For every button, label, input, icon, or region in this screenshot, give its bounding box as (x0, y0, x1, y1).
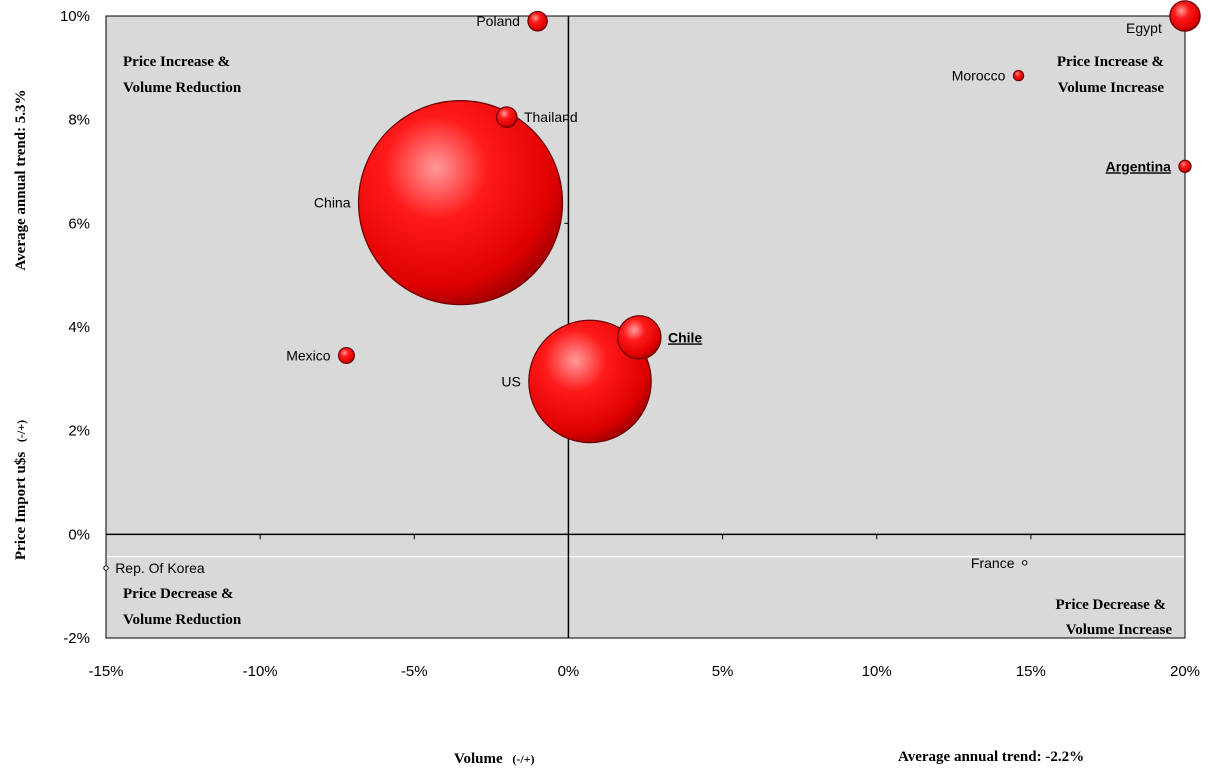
quadrant-label: Volume Increase (1066, 622, 1173, 638)
x-axis-title-text: Volume (454, 751, 503, 767)
y-tick-label: 4% (68, 319, 90, 336)
x-tick-label: 15% (1016, 663, 1046, 680)
y-tick-label: 2% (68, 423, 90, 440)
x-tick-label: 5% (712, 663, 734, 680)
bubble-argentina (1178, 159, 1192, 173)
point-label: China (314, 195, 351, 211)
bubble-egypt (1169, 0, 1201, 32)
point-label: Mexico (286, 348, 331, 364)
x-axis-title: Volume (-/+) (454, 751, 535, 767)
bubble-us (528, 319, 652, 444)
bubble-poland (527, 10, 548, 32)
point-label: Poland (476, 13, 520, 29)
quadrant-label: Volume Reduction (123, 80, 242, 96)
quadrant-bottom-right: Price Decrease & Volume Increase (1056, 597, 1173, 638)
x-axis-sign: (-/+) (512, 752, 534, 766)
y-tick-label: 6% (68, 215, 90, 232)
x-tick-label: 20% (1170, 663, 1200, 680)
y-axis-title: Average annual trend: 5.3% (13, 89, 29, 270)
y-tick-label: 10% (60, 8, 90, 25)
y-axis-title-text: Average annual trend: 5.3% (13, 89, 29, 270)
point-label: Rep. Of Korea (115, 560, 205, 576)
y-axis-subtitle-text: Price Import u$s (13, 452, 29, 560)
quadrant-label: Price Decrease & (123, 586, 234, 602)
y-axis-sign: (-/+) (14, 420, 28, 442)
bubble-chile (617, 315, 662, 360)
bubble-thailand (495, 106, 518, 128)
svg-text:Price Import u$s (-/+): Price Import u$s (-/+) (13, 420, 29, 560)
bubble-rep-of-korea (103, 565, 109, 571)
point-label: US (501, 373, 520, 389)
point-label: Thailand (524, 109, 578, 125)
point-label: Egypt (1126, 20, 1162, 36)
quadrant-top-left: Price Increase & Volume Reduction (123, 54, 242, 96)
quadrant-label: Volume Increase (1058, 80, 1165, 96)
x-tick-label: -15% (88, 663, 123, 680)
quadrant-label: Price Increase & (1057, 54, 1164, 70)
y-tick-label: 0% (68, 526, 90, 543)
bubble-china (357, 100, 564, 306)
bubbles (103, 0, 1201, 571)
quadrant-label: Price Increase & (123, 54, 230, 70)
x-tick-label: -5% (401, 663, 428, 680)
point-label: Argentina (1106, 158, 1172, 174)
x-tick-label: -10% (243, 663, 278, 680)
y-axis-subtitle: Price Import u$s (-/+) (13, 420, 29, 560)
x-trend-label: Average annual trend: -2.2% (898, 749, 1084, 765)
point-label: Morocco (952, 68, 1006, 84)
bubble-france (1021, 560, 1028, 566)
tick-labels: -15% -10% -5% 0% 5% 10% 15% 20% 10% 8% 6% 4% 2% 0% -2% (60, 8, 1200, 680)
y-tick-label: -2% (63, 630, 90, 647)
x-tick-label: 0% (558, 663, 580, 680)
quadrant-bottom-left: Price Decrease & Volume Reduction (123, 586, 242, 628)
point-labels: Poland Egypt Morocco Thailand Argentina China… (115, 13, 1171, 576)
quadrant-label: Price Decrease & (1056, 597, 1167, 613)
bubble-morocco (1012, 69, 1025, 82)
bubble-mexico (337, 347, 355, 365)
quadrant-label: Volume Reduction (123, 612, 242, 628)
y-tick-label: 8% (68, 112, 90, 129)
x-tick-label: 10% (862, 663, 892, 680)
quadrant-top-right: Price Increase & Volume Increase (1057, 54, 1165, 96)
point-label: Chile (668, 329, 702, 345)
point-label: France (971, 555, 1015, 571)
